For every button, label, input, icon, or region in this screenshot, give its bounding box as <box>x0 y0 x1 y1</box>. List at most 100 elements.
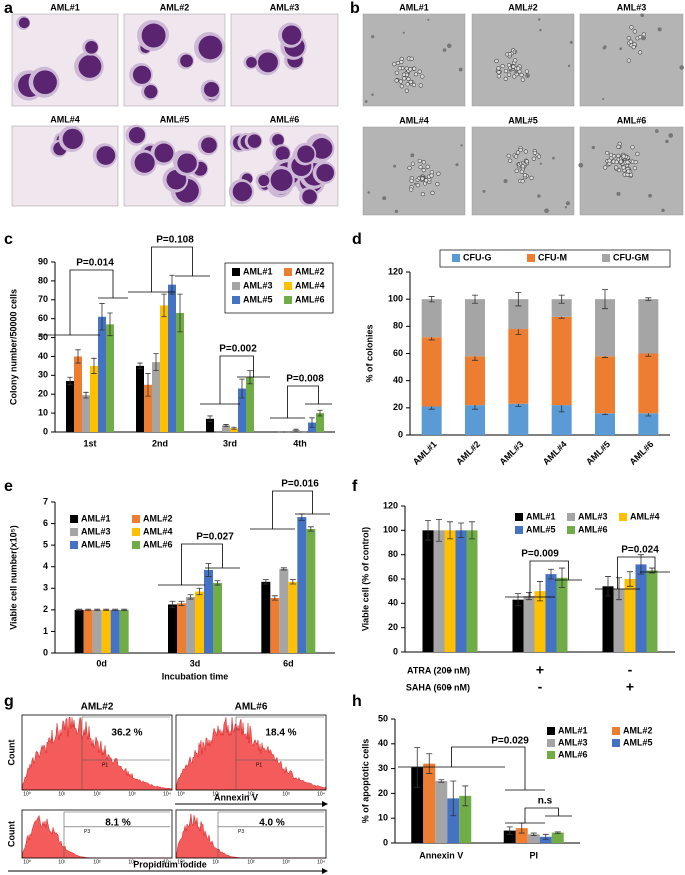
error-bar <box>75 349 81 364</box>
x-tick-label: 2nd <box>152 438 168 448</box>
gate <box>81 716 170 790</box>
colony-cell <box>616 144 621 149</box>
plot-frame <box>175 714 327 791</box>
colony-cell <box>418 165 423 170</box>
debris <box>538 18 541 21</box>
y-tick-label: 60 <box>388 573 398 583</box>
panel-letter: g <box>4 693 14 710</box>
debris <box>455 163 459 167</box>
arrow-head <box>322 801 328 807</box>
colony-cell <box>511 64 516 69</box>
y-tick-label: 20 <box>378 788 388 798</box>
colony-cell <box>522 173 528 178</box>
error-bar <box>67 376 73 386</box>
x-axis-label: Annexin V <box>214 792 258 802</box>
error-bar <box>307 526 314 532</box>
significance-bracket <box>200 355 270 405</box>
panel-letter: c <box>4 231 13 248</box>
legend-label: AML#1 <box>526 511 556 521</box>
colony-cell <box>406 76 411 81</box>
error-bar <box>436 518 442 542</box>
error-bar <box>214 580 221 586</box>
y-tick-label: 70 <box>38 294 48 304</box>
y-tick-label: 6 <box>43 518 48 528</box>
nucleus <box>78 55 102 78</box>
image-label: AML#5 <box>508 115 538 125</box>
image-label: AML#2 <box>160 2 190 12</box>
colony-cell <box>398 79 403 84</box>
colony-cell <box>496 74 502 79</box>
colony-cell <box>628 172 634 178</box>
colony-cell <box>500 63 505 69</box>
error-bar <box>462 785 469 807</box>
legend-swatch <box>619 513 627 521</box>
legend-label: AML#2 <box>295 266 325 276</box>
debris <box>371 35 375 39</box>
p-value: P=0.009 <box>521 549 559 560</box>
bar <box>66 381 74 432</box>
p-value: P=0.024 <box>621 545 659 556</box>
p-value: P=0.008 <box>286 374 324 385</box>
legend-label: AML#6 <box>295 294 325 304</box>
bar <box>534 591 546 652</box>
debris <box>578 162 584 168</box>
histogram <box>21 814 172 859</box>
colony-cell <box>514 154 519 159</box>
treatment-mark: + <box>626 679 634 695</box>
bar <box>411 767 424 843</box>
debris <box>503 179 508 184</box>
nucleus <box>134 152 155 173</box>
bar <box>288 581 298 653</box>
y-tick-label: 40 <box>38 351 48 361</box>
bar <box>213 582 222 653</box>
axis-tick-label: 10⁰ <box>177 859 185 865</box>
histogram <box>175 717 327 791</box>
bar <box>646 570 658 652</box>
nucleus <box>128 127 146 144</box>
error-bar <box>317 409 323 417</box>
colony-cell <box>626 58 631 63</box>
x-tick-label: PI <box>529 850 538 860</box>
nucleus <box>311 138 333 159</box>
significance-bracket <box>128 246 210 293</box>
y-tick-label: 0 <box>398 429 403 439</box>
y-tick-label: 2 <box>43 604 48 614</box>
error-bar <box>426 753 433 774</box>
y-axis-label: % of colonies <box>364 324 374 382</box>
nucleus <box>85 40 98 54</box>
error-bar <box>548 568 554 580</box>
legend-label: AML#3 <box>578 511 608 521</box>
bar <box>297 517 307 653</box>
y-tick-label: 10 <box>38 407 48 417</box>
colony-cell <box>435 182 440 187</box>
debris <box>616 191 621 196</box>
debris <box>525 73 530 78</box>
bar <box>421 337 442 407</box>
legend-label: AML#5 <box>623 737 653 747</box>
bar <box>74 609 84 653</box>
colony-cell <box>524 69 529 74</box>
y-tick-label: 30 <box>378 763 388 773</box>
debris <box>394 209 399 213</box>
error-bar <box>542 833 549 840</box>
legend-swatch <box>567 513 575 521</box>
axis-tick-label: 10⁰ <box>23 791 31 797</box>
colony-cell <box>421 160 426 165</box>
error-bar <box>289 579 296 585</box>
image-label: AML#1 <box>50 2 80 12</box>
bar <box>101 609 111 653</box>
image-label: AML#4 <box>50 114 80 124</box>
colony-cell <box>412 66 417 71</box>
legend-swatch <box>602 254 610 262</box>
colony-cell <box>401 72 407 77</box>
y-tick-label: 80 <box>393 321 403 331</box>
p-value: P=0.108 <box>156 235 194 246</box>
bar <box>465 356 485 406</box>
bar <box>421 299 442 338</box>
bar <box>160 305 168 432</box>
bar <box>595 356 615 414</box>
legend-swatch <box>70 515 78 523</box>
error-bar <box>83 391 89 399</box>
plot-frame <box>21 809 173 859</box>
